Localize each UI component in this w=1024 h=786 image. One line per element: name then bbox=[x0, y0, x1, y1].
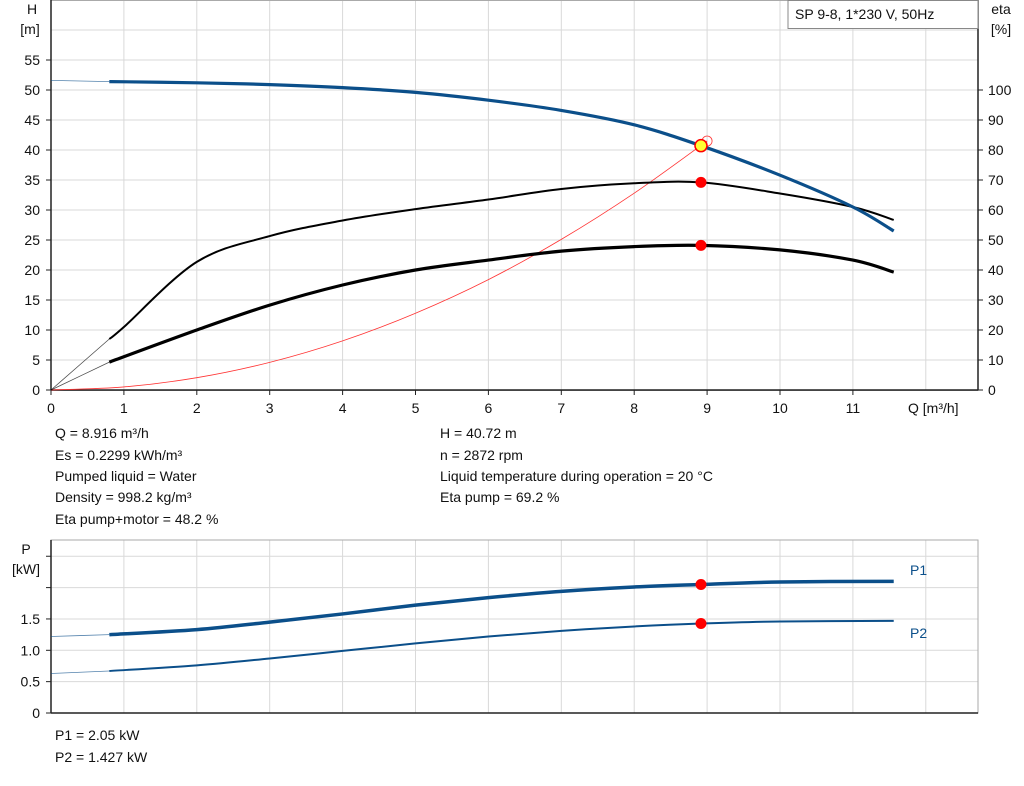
info-temp: Liquid temperature during operation = 20… bbox=[440, 468, 713, 484]
eta-pump-curve-extension bbox=[50, 338, 110, 391]
info-liquid: Pumped liquid = Water bbox=[55, 468, 197, 484]
y-tick-label: 35 bbox=[24, 172, 40, 188]
y-tick-label: 5 bbox=[32, 352, 40, 368]
y2-tick-label: 90 bbox=[988, 112, 1004, 128]
y2-tick-label: 80 bbox=[988, 142, 1004, 158]
x-tick-label: 4 bbox=[339, 400, 347, 416]
y-tick-label: 10 bbox=[24, 322, 40, 338]
operating-point-eta-pump-motor bbox=[695, 239, 707, 251]
legend-text: SP 9-8, 1*230 V, 50Hz bbox=[795, 6, 934, 22]
x-tick-label: 7 bbox=[557, 400, 565, 416]
eta-pump-motor-curve-extension bbox=[50, 361, 110, 391]
plot-frame bbox=[50, 539, 979, 714]
info-q: Q = 8.916 m³/h bbox=[55, 425, 149, 441]
legend-box bbox=[787, 0, 979, 29]
y-tick-label: 15 bbox=[24, 292, 40, 308]
head-curve-extension bbox=[50, 80, 110, 82]
x-axis-label-q: Q [m³/h] bbox=[908, 400, 959, 416]
y2-tick-label: 40 bbox=[988, 262, 1004, 278]
info-eta-pump: Eta pump = 69.2 % bbox=[440, 489, 559, 505]
power-info-p1: P1 = 2.05 kW bbox=[55, 727, 140, 743]
y-tick-label: 40 bbox=[24, 142, 40, 158]
p2-curve bbox=[109, 619, 894, 672]
x-tick-label: 8 bbox=[630, 400, 638, 416]
curves bbox=[50, 80, 895, 674]
info-eta-pump-motor: Eta pump+motor = 48.2 % bbox=[55, 511, 218, 527]
info-es: Es = 0.2299 kWh/m³ bbox=[55, 447, 183, 463]
p-tick-label: 1.5 bbox=[21, 611, 41, 627]
p1-curve-extension bbox=[50, 634, 110, 637]
p1-curve bbox=[109, 579, 894, 637]
duty-point-head bbox=[694, 138, 708, 153]
power-info-p2: P2 = 1.427 kW bbox=[55, 749, 148, 765]
series-label-p1: P1 bbox=[910, 562, 927, 578]
y-tick-label: 50 bbox=[24, 82, 40, 98]
y2-tick-label: 50 bbox=[988, 232, 1004, 248]
p-axis-label: P bbox=[21, 541, 30, 557]
x-tick-label: 3 bbox=[266, 400, 274, 416]
y-tick-label: 30 bbox=[24, 202, 40, 218]
y2-axis-unit-percent: [%] bbox=[991, 21, 1011, 37]
operating-point-eta-pump bbox=[695, 176, 707, 188]
p2-curve-extension bbox=[50, 670, 110, 674]
p-tick-label: 1.0 bbox=[21, 642, 41, 658]
y-tick-label: 55 bbox=[24, 52, 40, 68]
p-axis-unit: [kW] bbox=[12, 561, 40, 577]
y2-tick-label: 60 bbox=[988, 202, 1004, 218]
x-tick-label: 2 bbox=[193, 400, 201, 416]
top-chart-grid: 0 1 2 3 4 5 6 7 8 9 10 1105101520253035404550550102… bbox=[24, 0, 1012, 416]
y2-tick-label: 10 bbox=[988, 352, 1004, 368]
x-tick-label: 6 bbox=[485, 400, 493, 416]
y2-tick-label: 100 bbox=[988, 82, 1012, 98]
y2-axis-label-eta: eta bbox=[991, 1, 1011, 17]
operating-point-p1 bbox=[695, 578, 707, 590]
eta-pump-curve bbox=[108, 180, 895, 340]
info-density: Density = 998.2 kg/m³ bbox=[55, 489, 192, 505]
x-tick-label: 5 bbox=[412, 400, 420, 416]
y2-tick-label: 70 bbox=[988, 172, 1004, 188]
operating-point-p2 bbox=[695, 618, 707, 630]
x-tick-label: 11 bbox=[846, 400, 861, 416]
series-label-p2: P2 bbox=[910, 625, 927, 641]
y-tick-label: 45 bbox=[24, 112, 40, 128]
info-n: n = 2872 rpm bbox=[440, 447, 523, 463]
y-tick-label: 20 bbox=[24, 262, 40, 278]
x-tick-label: 10 bbox=[772, 400, 788, 416]
info-h: H = 40.72 m bbox=[440, 425, 517, 441]
y2-tick-label: 0 bbox=[988, 382, 996, 398]
y2-tick-label: 20 bbox=[988, 322, 1004, 338]
p-tick-label: 0 bbox=[32, 705, 40, 721]
x-tick-label: 1 bbox=[120, 400, 128, 416]
p-tick-label: 0.5 bbox=[21, 674, 41, 690]
system-curve bbox=[50, 140, 708, 391]
bottom-chart-grid: 0 0.5 1.0 1.5 bbox=[21, 539, 979, 721]
head-curve bbox=[109, 80, 895, 233]
y2-tick-label: 30 bbox=[988, 292, 1004, 308]
y-axis-label-h: H bbox=[27, 1, 37, 17]
y-axis-unit-m: [m] bbox=[20, 21, 39, 37]
y-tick-label: 0 bbox=[32, 382, 40, 398]
y-tick-label: 25 bbox=[24, 232, 40, 248]
x-tick-label: 0 bbox=[47, 400, 55, 416]
eta-pump-motor-curve bbox=[108, 243, 895, 364]
x-tick-label: 9 bbox=[703, 400, 711, 416]
